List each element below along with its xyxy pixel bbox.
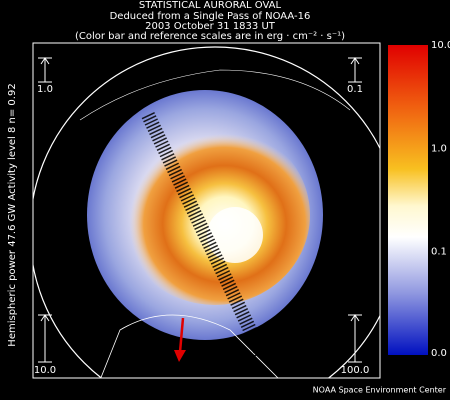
color-bar — [388, 45, 428, 355]
scale-label: 1.0 — [37, 84, 53, 95]
sun-arrow-head — [174, 350, 186, 362]
frame — [32, 42, 381, 379]
scale-label: 10.0 — [34, 365, 56, 376]
credit: NOAA Space Environment Center — [313, 386, 447, 395]
color-bar-label: 1.0 — [431, 143, 447, 154]
map-area — [33, 46, 380, 378]
title: STATISTICAL AURORAL OVAL — [139, 0, 282, 11]
coastline — [79, 69, 351, 121]
units-note: (Color bar and reference scales are in e… — [75, 31, 345, 42]
aurora-oval — [120, 125, 310, 305]
color-bar-label: 10.0 — [431, 40, 450, 51]
scale-label: 100.0 — [341, 365, 370, 376]
aurora-center — [207, 207, 263, 263]
color-bar-ticks: 10.0 1.0 0.1 0.0 — [431, 40, 450, 359]
color-bar-label: 0.0 — [431, 348, 447, 359]
sun-arrow — [178, 317, 185, 353]
date: 2003 October 31 1833 UT — [145, 21, 276, 32]
scale-label: 0.1 — [347, 84, 363, 95]
subtitle: Deduced from a Single Pass of NOAA-16 — [110, 11, 311, 22]
reference-scales — [38, 57, 362, 363]
coastline — [100, 314, 279, 378]
color-bar-label: 0.1 — [431, 247, 447, 258]
satellite-track — [141, 111, 269, 359]
side-text: Hemispheric power 47.6 GW Activity level… — [7, 83, 18, 346]
